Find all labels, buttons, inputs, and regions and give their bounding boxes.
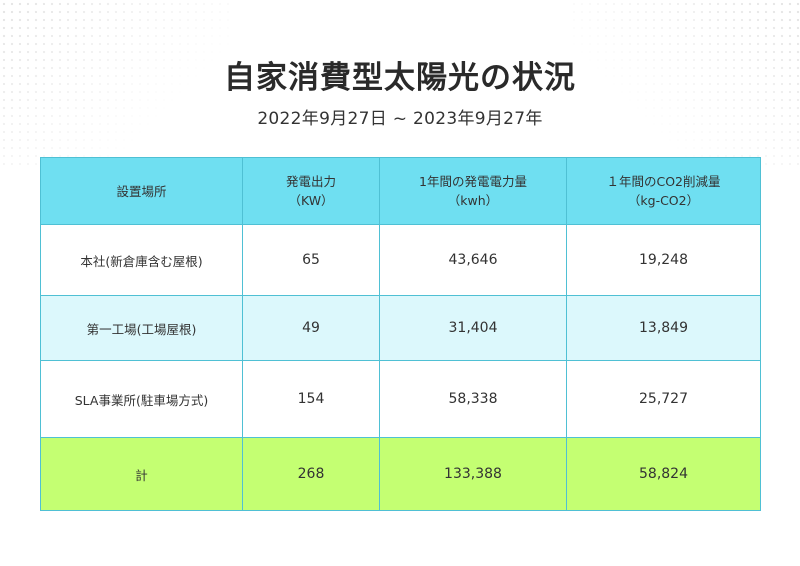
period-subtitle: 2022年9月27日 ~ 2023年9月27年	[257, 109, 543, 129]
table-row: 本社(新倉庫含む屋根) 65 43,646 19,248	[40, 224, 761, 296]
cell-generation: 43,646	[379, 224, 567, 296]
total-label: 計	[40, 437, 243, 511]
header-generation-label: 1年間の発電電力量	[419, 174, 527, 189]
cell-output: 65	[242, 224, 380, 296]
cell-co2: 13,849	[566, 295, 761, 361]
cell-location: 第一工場(工場屋根)	[40, 295, 243, 361]
header-location: 設置場所	[40, 157, 243, 225]
cell-co2: 25,727	[566, 360, 761, 438]
cell-generation: 31,404	[379, 295, 567, 361]
table-header-row: 設置場所 発電出力 （KW） 1年間の発電電力量 （kwh） １年間のCO2削減…	[40, 157, 761, 225]
cell-output: 154	[242, 360, 380, 438]
cell-co2: 19,248	[566, 224, 761, 296]
total-output: 268	[242, 437, 380, 511]
table-row: 第一工場(工場屋根) 49 31,404 13,849	[40, 295, 761, 361]
header-output-unit: （KW）	[288, 193, 334, 208]
cell-location: 本社(新倉庫含む屋根)	[40, 224, 243, 296]
total-co2: 58,824	[566, 437, 761, 511]
header-output: 発電出力 （KW）	[242, 157, 380, 225]
header-output-label: 発電出力	[285, 174, 336, 189]
table-row: SLA事業所(駐車場方式) 154 58,338 25,727	[40, 360, 761, 438]
header-co2: １年間のCO2削減量 （kg-CO2）	[566, 157, 761, 225]
total-generation: 133,388	[379, 437, 567, 511]
header-location-label: 設置場所	[116, 183, 167, 199]
header-generation-unit: （kwh）	[447, 193, 499, 208]
cell-output: 49	[242, 295, 380, 361]
cell-location: SLA事業所(駐車場方式)	[40, 360, 243, 438]
header-co2-unit: （kg-CO2）	[627, 193, 700, 208]
header-generation: 1年間の発電電力量 （kwh）	[379, 157, 567, 225]
total-row: 計 268 133,388 58,824	[40, 437, 761, 511]
page-title: 自家消費型太陽光の状況	[224, 60, 576, 96]
cell-generation: 58,338	[379, 360, 567, 438]
header-co2-label: １年間のCO2削減量	[606, 174, 721, 189]
solar-status-table: 設置場所 発電出力 （KW） 1年間の発電電力量 （kwh） １年間のCO2削減…	[40, 157, 761, 511]
